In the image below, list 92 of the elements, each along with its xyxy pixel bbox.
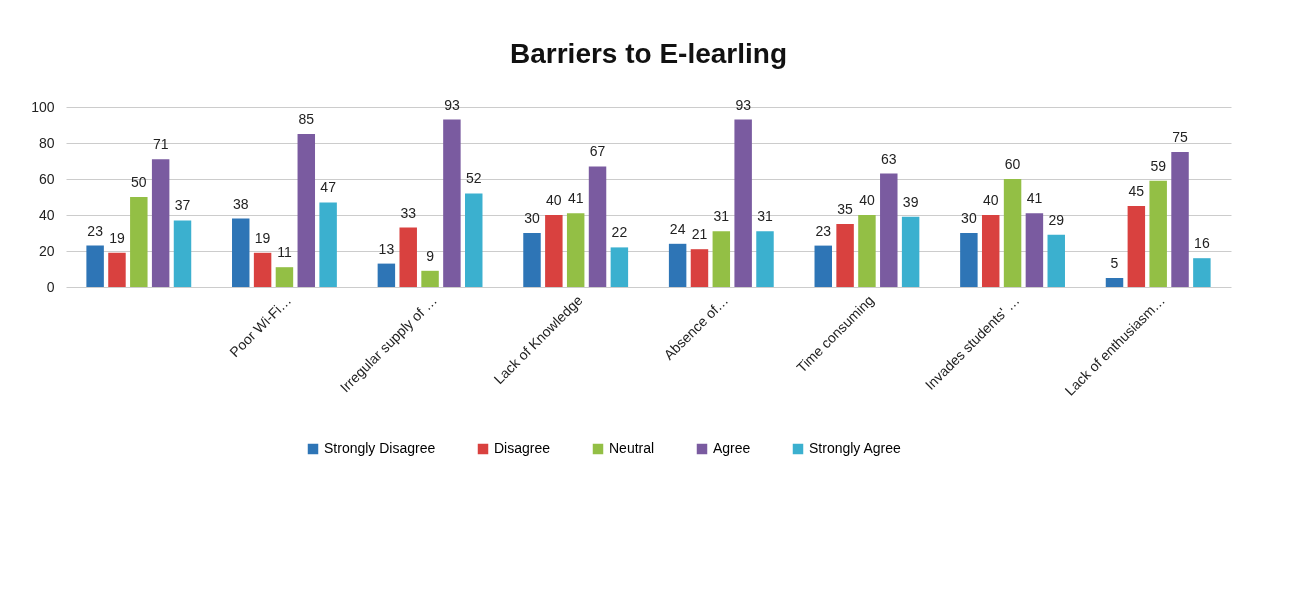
data-label: 41	[1026, 190, 1043, 207]
bar	[319, 202, 337, 287]
bar	[836, 224, 854, 287]
data-label: 39	[902, 193, 919, 210]
data-label: 38	[232, 195, 249, 212]
bar	[814, 245, 832, 287]
legend-label: Neutral	[609, 440, 655, 456]
data-label: 40	[546, 192, 562, 208]
bar	[858, 215, 876, 287]
bar	[1025, 213, 1044, 287]
data-label: 13	[378, 240, 395, 257]
data-label: 30	[961, 210, 977, 226]
data-label: 30	[524, 210, 540, 226]
bar	[443, 119, 461, 287]
y-tick-label: 100	[31, 98, 55, 115]
bar	[981, 215, 1000, 287]
bar	[1047, 234, 1065, 287]
data-label: 93	[735, 96, 752, 113]
data-label: 11	[277, 244, 292, 261]
bar	[399, 227, 417, 287]
data-label: 19	[109, 229, 125, 246]
bar	[151, 159, 170, 287]
chart-title: Barriers to E-learling	[510, 37, 787, 69]
bar	[86, 245, 104, 287]
data-label: 71	[152, 136, 169, 153]
bar	[712, 231, 731, 287]
bar	[545, 215, 563, 287]
data-label: 59	[1150, 157, 1167, 174]
data-label: 33	[400, 204, 417, 221]
data-label: 52	[465, 170, 482, 187]
legend-label: Strongly Disagree	[324, 440, 436, 456]
bar	[297, 134, 316, 287]
bar	[610, 247, 629, 287]
bar	[130, 197, 148, 287]
y-tick-label: 80	[38, 134, 55, 151]
data-label: 22	[611, 224, 628, 241]
bar	[173, 220, 192, 287]
data-label: 21	[691, 226, 708, 243]
data-label: 37	[174, 197, 191, 214]
data-label: 67	[589, 143, 606, 160]
bar	[1127, 206, 1146, 287]
bar	[1193, 258, 1211, 287]
data-label: 93	[444, 96, 460, 113]
bar	[960, 233, 978, 287]
y-tick-label: 40	[38, 206, 55, 223]
data-label: 47	[320, 179, 337, 196]
data-label: 23	[815, 222, 832, 239]
bar	[232, 218, 250, 287]
bar	[734, 119, 752, 287]
bar	[275, 267, 294, 287]
data-label: 75	[1172, 129, 1189, 145]
data-label: 23	[87, 222, 104, 239]
data-label: 40	[859, 192, 875, 208]
data-label: 60	[1004, 156, 1021, 172]
y-tick-label: 0	[46, 278, 55, 295]
bar	[880, 173, 898, 287]
data-label: 5	[1110, 255, 1119, 271]
bar	[668, 243, 687, 287]
legend-label: Disagree	[494, 440, 551, 456]
bar	[1171, 152, 1189, 287]
data-label: 63	[880, 150, 897, 167]
data-label: 29	[1048, 211, 1065, 228]
bar	[523, 233, 541, 287]
bar	[1105, 278, 1124, 287]
bar	[253, 252, 272, 287]
bar	[566, 213, 585, 287]
data-label: 85	[298, 111, 315, 127]
data-label: 19	[254, 229, 271, 246]
bar	[690, 249, 709, 287]
bar	[1149, 180, 1167, 287]
bar	[377, 263, 396, 287]
bar	[756, 231, 774, 287]
data-label: 45	[1128, 183, 1145, 199]
bar	[421, 270, 439, 287]
bar	[108, 252, 126, 287]
data-label: 24	[669, 220, 686, 237]
legend-label: Strongly Agree	[809, 440, 902, 456]
bar	[588, 166, 607, 287]
y-tick-label: 60	[38, 170, 55, 187]
data-label: 31	[757, 208, 773, 225]
data-label: 40	[982, 192, 999, 208]
data-label: 16	[1194, 235, 1210, 252]
bar	[465, 193, 483, 287]
data-label: 41	[567, 190, 584, 207]
data-label: 9	[426, 247, 435, 264]
bar	[1003, 179, 1022, 287]
data-label: 50	[131, 174, 147, 190]
y-tick-label: 20	[38, 242, 55, 259]
legend-label: Agree	[713, 440, 751, 456]
data-label: 31	[713, 208, 730, 225]
data-label: 35	[837, 201, 854, 217]
bar	[901, 216, 920, 287]
